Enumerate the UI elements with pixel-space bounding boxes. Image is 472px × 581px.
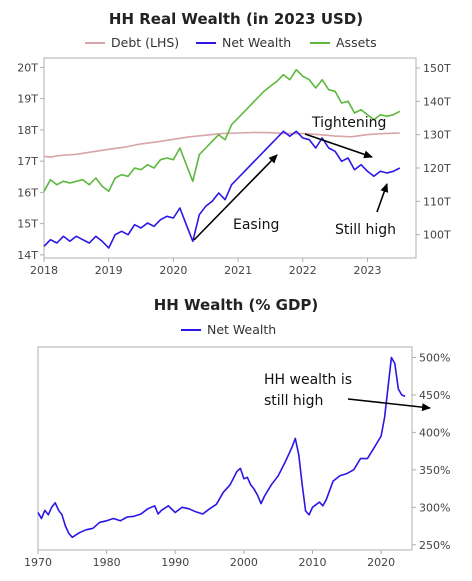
- chart1-annotations: Tightening Easing Still high: [193, 115, 396, 241]
- annotation-hh-wealth-line1: HH wealth is: [264, 372, 352, 388]
- y-right-tick-label: 250%: [419, 539, 450, 552]
- chart1-series: [43, 68, 401, 249]
- arrow-still-high: [376, 183, 389, 213]
- legend2-label-net-wealth: Net Wealth: [207, 322, 276, 337]
- chart1-plot-frame: [43, 57, 417, 259]
- chart2-title: HH Wealth (% GDP): [154, 296, 319, 314]
- annotation-still-high: Still high: [335, 222, 396, 238]
- series-line-net-wealth: [43, 130, 401, 249]
- y-right-tick-label: 150T: [423, 62, 451, 75]
- series-line-assets: [43, 68, 401, 193]
- chart1-legend: Debt (LHS) Net Wealth Assets: [85, 35, 377, 50]
- y-left-tick-label: 19T: [17, 93, 38, 106]
- chart2-series: [37, 356, 406, 539]
- x-tick-label: 1990: [161, 556, 189, 569]
- chart1-y-axis-right: 100T 110T 120T 130T 140T 150T: [416, 62, 451, 242]
- legend-label-assets: Assets: [336, 35, 377, 50]
- y-right-tick-label: 350%: [419, 464, 450, 477]
- y-right-tick-label: 100T: [423, 229, 451, 242]
- x-tick-label: 2022: [289, 264, 317, 277]
- y-left-tick-label: 20T: [17, 61, 38, 74]
- arrow-easing: [193, 154, 278, 241]
- x-tick-label: 2021: [224, 264, 252, 277]
- x-tick-label: 2023: [353, 264, 381, 277]
- annotation-easing: Easing: [233, 217, 279, 233]
- annotation-tightening: Tightening: [311, 115, 386, 131]
- x-tick-label: 2000: [230, 556, 258, 569]
- y-right-tick-label: 300%: [419, 501, 450, 514]
- chart2-y-axis-right: 250% 300% 350% 400% 450% 500%: [412, 351, 450, 552]
- x-tick-label: 2010: [298, 556, 326, 569]
- y-left-tick-label: 16T: [17, 186, 38, 199]
- x-tick-label: 2019: [95, 264, 123, 277]
- y-left-tick-label: 18T: [17, 124, 38, 137]
- chart-hh-real-wealth: HH Real Wealth (in 2023 USD) Debt (LHS) …: [17, 10, 451, 277]
- y-right-tick-label: 120T: [423, 162, 451, 175]
- chart1-x-axis: 2018 2019 2020 2021 2022 2023: [30, 258, 381, 277]
- y-right-tick-label: 140T: [423, 95, 451, 108]
- chart2-legend: Net Wealth: [181, 322, 276, 337]
- series-line-net-wealth-gdp: [37, 356, 406, 539]
- y-right-tick-label: 110T: [423, 195, 451, 208]
- x-tick-label: 2018: [30, 264, 58, 277]
- arrow-hh-wealth: [347, 398, 431, 412]
- chart2-annotations: HH wealth is still high: [264, 372, 431, 412]
- chart1-y-axis-left: 14T 15T 16T 17T 18T 19T 20T: [17, 61, 44, 262]
- x-tick-label: 2020: [159, 264, 187, 277]
- x-tick-label: 2020: [367, 556, 395, 569]
- y-left-tick-label: 14T: [17, 249, 38, 262]
- chart1-title: HH Real Wealth (in 2023 USD): [109, 10, 363, 28]
- chart2-plot-frame: [37, 346, 413, 551]
- x-tick-label: 1970: [24, 556, 52, 569]
- annotation-hh-wealth-line2: still high: [264, 393, 323, 409]
- y-right-tick-label: 400%: [419, 426, 450, 439]
- y-right-tick-label: 130T: [423, 129, 451, 142]
- arrow-tightening: [304, 133, 373, 159]
- legend-label-net-wealth: Net Wealth: [222, 35, 291, 50]
- series-line-debt-lhs: [43, 131, 400, 158]
- chart-hh-wealth-gdp: HH Wealth (% GDP) Net Wealth 1970 1980 199…: [24, 296, 450, 569]
- x-tick-label: 1980: [93, 556, 121, 569]
- y-left-tick-label: 17T: [17, 155, 38, 168]
- y-right-tick-label: 500%: [419, 351, 450, 364]
- y-left-tick-label: 15T: [17, 218, 38, 231]
- legend-label-debt: Debt (LHS): [111, 35, 179, 50]
- chart2-x-axis: 1970 1980 1990 2000 2010 2020: [24, 550, 395, 569]
- y-right-tick-label: 450%: [419, 389, 450, 402]
